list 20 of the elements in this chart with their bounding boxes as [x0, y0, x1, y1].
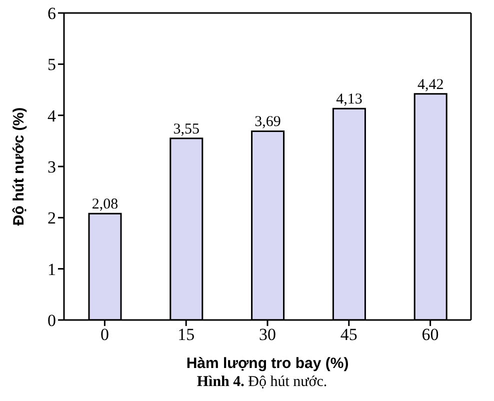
data-label: 3,55 [173, 121, 200, 138]
data-label: 4,13 [336, 92, 362, 108]
data-label: 3,69 [254, 114, 281, 130]
x-tick-label: 60 [422, 325, 439, 344]
x-tick-label: 15 [178, 325, 195, 344]
y-axis-title: Độ hút nước (%) [10, 107, 28, 226]
data-label: 4,42 [417, 76, 444, 93]
y-tick-label: 2 [48, 208, 56, 228]
y-tick-label: 3 [48, 158, 56, 177]
x-tick-label: 0 [100, 325, 109, 344]
text: Hình 4. Độ hút nước. [196, 374, 328, 391]
data-label: 2,08 [92, 196, 118, 213]
x-axis-title: Hàm lượng tro bay (%) [186, 355, 349, 372]
y-tick-label: 4 [48, 106, 56, 126]
x-tick-label: 30 [259, 325, 276, 344]
y-tick-label: 6 [48, 4, 56, 24]
x-tick-label: 45 [340, 325, 358, 344]
y-tick-label: 0 [48, 311, 56, 330]
y-tick-label: 5 [48, 55, 56, 74]
y-tick-label: 1 [48, 260, 56, 279]
